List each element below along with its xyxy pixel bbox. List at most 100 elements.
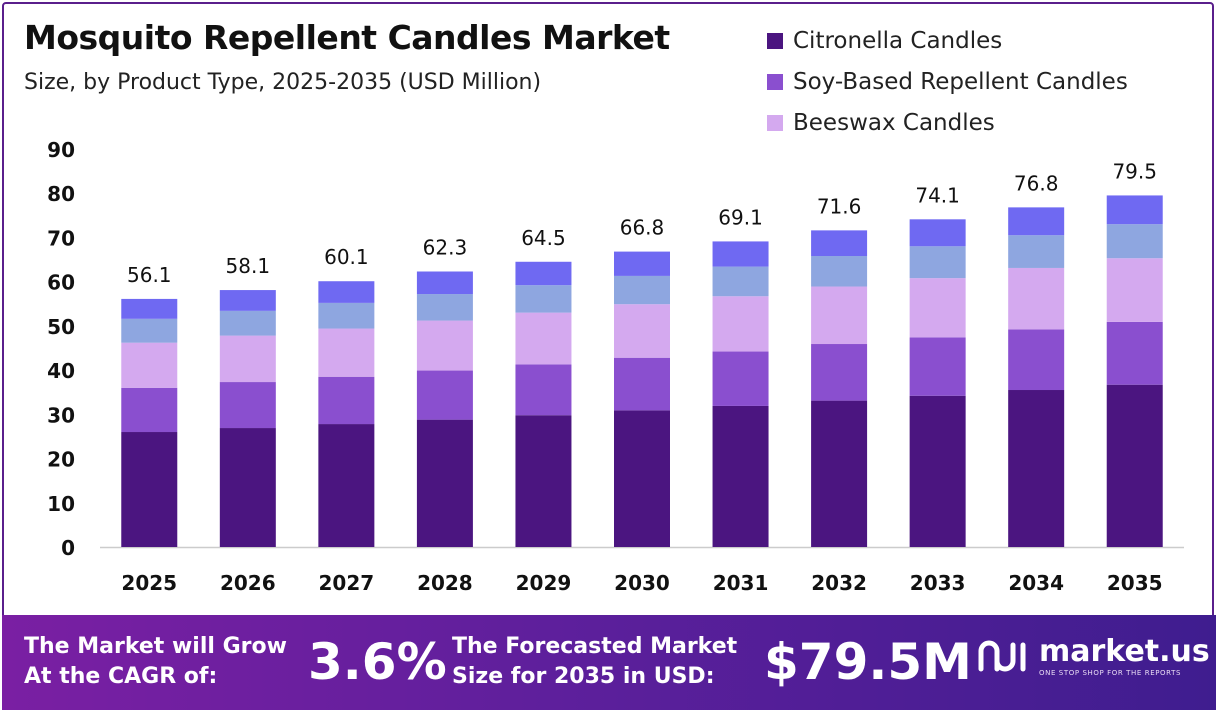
bar-segment	[712, 266, 769, 297]
summary-banner: The Market will Grow At the CAGR of: 3.6…	[2, 615, 1216, 710]
bar-segment	[811, 286, 868, 345]
bar-segment	[318, 281, 375, 303]
legend-item-beeswax: Beeswax Candles	[767, 102, 1128, 143]
bar-segment	[1106, 224, 1163, 259]
bar-segment	[219, 335, 276, 383]
bar-total-label: 60.1	[324, 245, 369, 269]
bar-segment	[1106, 258, 1163, 322]
bar-segment	[121, 387, 178, 433]
bar-segment	[909, 337, 966, 396]
brand-logo: market.us ONE STOP SHOP FOR THE REPORTS	[975, 637, 1210, 677]
bar-total-label: 64.5	[521, 226, 566, 250]
bar-total-label: 62.3	[423, 235, 468, 259]
x-tick-label: 2026	[220, 571, 276, 595]
bar-segment	[811, 344, 868, 401]
y-tick-label: 0	[61, 536, 75, 560]
bar-segment	[712, 405, 769, 547]
brand-name: market.us	[1039, 634, 1210, 669]
bar-segment	[515, 312, 572, 365]
bar-segment	[811, 230, 868, 257]
forecast-size-value: $79.5M	[764, 633, 972, 691]
bar-segment	[219, 428, 276, 547]
y-tick-label: 10	[47, 492, 75, 516]
bar-segment	[515, 364, 572, 416]
bar-segment	[416, 419, 473, 547]
bar-segment	[614, 275, 670, 305]
market-us-logo-icon	[978, 640, 1026, 672]
legend-label-beeswax: Beeswax Candles	[793, 109, 995, 136]
bar-total-label: 74.1	[915, 183, 960, 207]
chart-title: Mosquito Repellent Candles Market	[24, 18, 670, 57]
bar-segment	[614, 251, 670, 276]
bar-segment	[1106, 195, 1163, 225]
cagr-value: 3.6%	[308, 633, 447, 691]
y-tick-label: 30	[47, 403, 75, 427]
y-tick-label: 40	[47, 359, 75, 383]
brand-tagline: ONE STOP SHOP FOR THE REPORTS	[1039, 669, 1182, 677]
bar-segment	[1106, 321, 1163, 385]
cagr-label: The Market will Grow At the CAGR of:	[24, 634, 287, 689]
bar-segment	[1008, 207, 1065, 236]
bar-segment	[416, 294, 473, 321]
bar-segment	[1008, 235, 1065, 268]
bar-segment	[909, 219, 966, 247]
bar-segment	[416, 370, 473, 420]
y-tick-label: 60	[47, 271, 75, 295]
bar-segment	[318, 376, 375, 425]
bar-total-label: 69.1	[718, 205, 763, 229]
x-tick-label: 2029	[516, 571, 572, 595]
bar-segment	[219, 290, 276, 311]
x-tick-label: 2032	[811, 571, 867, 595]
x-tick-label: 2033	[910, 571, 966, 595]
bar-segment	[712, 351, 769, 406]
bar-segment	[909, 395, 966, 547]
bar-segment	[1106, 384, 1163, 547]
legend-swatch-citronella	[767, 32, 783, 49]
bar-segment	[1008, 267, 1065, 330]
bar-total-label: 66.8	[620, 216, 665, 240]
bar-segment	[416, 271, 473, 295]
bar-segment	[515, 415, 572, 547]
x-tick-label: 2035	[1107, 571, 1163, 595]
bar-segment	[811, 400, 868, 547]
bar-segment	[515, 285, 572, 313]
bar-total-label: 58.1	[226, 254, 271, 278]
y-tick-label: 20	[47, 448, 75, 472]
legend-swatch-soy-based	[767, 73, 783, 90]
bar-segment	[614, 304, 670, 358]
x-tick-label: 2028	[417, 571, 473, 595]
y-tick-label: 70	[47, 226, 75, 250]
legend-item-soy-based: Soy-Based Repellent Candles	[767, 61, 1128, 102]
bar-total-label: 76.8	[1014, 171, 1059, 195]
x-tick-label: 2030	[614, 571, 670, 595]
bar-segment	[1008, 329, 1065, 391]
y-tick-label: 90	[47, 138, 75, 162]
legend-item-citronella: Citronella Candles	[767, 20, 1128, 61]
x-tick-label: 2027	[319, 571, 375, 595]
bar-segment	[712, 296, 769, 352]
bar-total-label: 71.6	[817, 194, 862, 218]
x-tick-label: 2031	[713, 571, 769, 595]
bar-segment	[121, 432, 178, 547]
bar-segment	[121, 298, 178, 319]
bar-segment	[1008, 390, 1065, 547]
bar-segment	[811, 256, 868, 287]
stacked-bar-chart: 010203040506070809056.1202558.1202660.12…	[47, 138, 1184, 595]
bar-segment	[614, 410, 670, 547]
bar-total-label: 56.1	[127, 263, 172, 287]
chart-legend: Citronella Candles Soy-Based Repellent C…	[767, 20, 1128, 143]
bar-segment	[515, 261, 572, 286]
x-tick-label: 2025	[121, 571, 177, 595]
bar-segment	[909, 246, 966, 279]
legend-swatch-beeswax	[767, 114, 783, 131]
y-tick-label: 80	[47, 182, 75, 206]
bar-segment	[909, 278, 966, 338]
bar-segment	[219, 310, 276, 336]
bar-segment	[712, 241, 769, 267]
y-tick-label: 50	[47, 315, 75, 339]
bar-segment	[318, 328, 375, 377]
legend-label-citronella: Citronella Candles	[793, 27, 1003, 54]
bar-segment	[121, 318, 178, 343]
bar-segment	[318, 302, 375, 329]
bar-segment	[219, 382, 276, 429]
